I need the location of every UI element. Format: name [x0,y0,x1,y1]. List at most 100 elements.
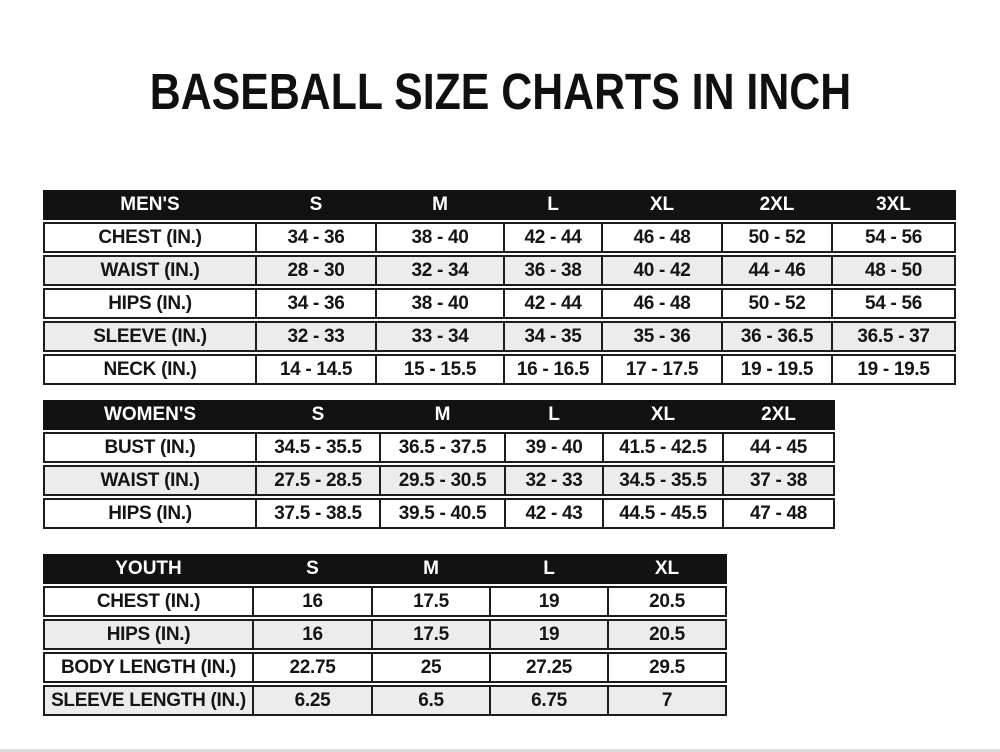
value-cell: 28 - 30 [255,255,377,286]
table-row: SLEEVE (IN.) 32 - 33 33 - 34 34 - 35 35 - 36… [43,321,956,352]
value-cell: 41.5 - 42.5 [602,432,724,463]
table-title-cell: YOUTH [43,554,254,584]
size-header-cell: 2XL [722,400,835,430]
value-cell: 50 - 52 [721,288,833,319]
table-row: CHEST (IN.) 34 - 36 38 - 40 42 - 44 46 - 48 5… [43,222,956,253]
value-cell: 33 - 34 [375,321,505,352]
size-header-cell: L [489,554,609,584]
value-cell: 42 - 44 [503,288,603,319]
value-cell: 29.5 [607,652,727,683]
row-label-cell: CHEST (IN.) [43,222,257,253]
value-cell: 34 - 35 [503,321,603,352]
row-label-cell: HIPS (IN.) [43,498,257,529]
value-cell: 7 [607,685,727,716]
value-cell: 19 - 19.5 [831,354,956,385]
table-row: HIPS (IN.) 16 17.5 19 20.5 [43,619,727,650]
table-row: WAIST (IN.) 28 - 30 32 - 34 36 - 38 40 - 42 4… [43,255,956,286]
value-cell: 20.5 [607,586,727,617]
value-cell: 35 - 36 [601,321,723,352]
size-header-cell: L [503,190,603,220]
value-cell: 17.5 [371,586,491,617]
value-cell: 27.25 [489,652,609,683]
value-cell: 19 [489,586,609,617]
table-row: SLEEVE LENGTH (IN.) 6.25 6.5 6.75 7 [43,685,727,716]
size-header-cell: XL [601,190,723,220]
value-cell: 16 [252,586,373,617]
size-header-cell: M [379,400,506,430]
table-title-cell: WOMEN'S [43,400,257,430]
value-cell: 38 - 40 [375,222,505,253]
table-row: HIPS (IN.) 37.5 - 38.5 39.5 - 40.5 42 - 43 4… [43,498,835,529]
value-cell: 22.75 [252,652,373,683]
value-cell: 32 - 34 [375,255,505,286]
value-cell: 25 [371,652,491,683]
value-cell: 47 - 48 [722,498,835,529]
womens-size-table: WOMEN'S S M L XL 2XL BUST (IN.) 34.5 - 35.5 36.5… [43,400,835,531]
row-label-cell: HIPS (IN.) [43,619,254,650]
page-bottom-edge [0,749,1000,752]
size-header-cell: M [371,554,491,584]
row-label-cell: CHEST (IN.) [43,586,254,617]
page-title-wrap: BASEBALL SIZE CHARTS IN INCH [0,62,1000,121]
value-cell: 44 - 45 [722,432,835,463]
value-cell: 34 - 36 [255,222,377,253]
size-header-cell: XL [607,554,727,584]
value-cell: 19 - 19.5 [721,354,833,385]
table-row: BODY LENGTH (IN.) 22.75 25 27.25 29.5 [43,652,727,683]
size-header-cell: 3XL [831,190,956,220]
size-header-cell: S [252,554,373,584]
value-cell: 16 - 16.5 [503,354,603,385]
value-cell: 54 - 56 [831,222,956,253]
row-label-cell: SLEEVE LENGTH (IN.) [43,685,254,716]
table-row: HIPS (IN.) 34 - 36 38 - 40 42 - 44 46 - 48 50… [43,288,956,319]
value-cell: 6.5 [371,685,491,716]
value-cell: 37 - 38 [722,465,835,496]
row-label-cell: NECK (IN.) [43,354,257,385]
value-cell: 48 - 50 [831,255,956,286]
value-cell: 54 - 56 [831,288,956,319]
table-row: WAIST (IN.) 27.5 - 28.5 29.5 - 30.5 32 - 33… [43,465,835,496]
table-header-row: YOUTH S M L XL [43,554,727,584]
size-header-cell: XL [602,400,724,430]
value-cell: 50 - 52 [721,222,833,253]
table-title-cell: MEN'S [43,190,257,220]
value-cell: 15 - 15.5 [375,354,505,385]
value-cell: 6.75 [489,685,609,716]
value-cell: 39 - 40 [504,432,604,463]
value-cell: 34.5 - 35.5 [255,432,381,463]
size-header-cell: S [255,400,381,430]
value-cell: 40 - 42 [601,255,723,286]
value-cell: 14 - 14.5 [255,354,377,385]
value-cell: 36.5 - 37 [831,321,956,352]
value-cell: 37.5 - 38.5 [255,498,381,529]
value-cell: 42 - 44 [503,222,603,253]
table-row: CHEST (IN.) 16 17.5 19 20.5 [43,586,727,617]
value-cell: 38 - 40 [375,288,505,319]
row-label-cell: WAIST (IN.) [43,465,257,496]
value-cell: 19 [489,619,609,650]
value-cell: 32 - 33 [255,321,377,352]
row-label-cell: BUST (IN.) [43,432,257,463]
table-header-row: MEN'S S M L XL 2XL 3XL [43,190,956,220]
table-header-row: WOMEN'S S M L XL 2XL [43,400,835,430]
value-cell: 34.5 - 35.5 [602,465,724,496]
value-cell: 34 - 36 [255,288,377,319]
value-cell: 36.5 - 37.5 [379,432,506,463]
size-header-cell: 2XL [721,190,833,220]
value-cell: 44.5 - 45.5 [602,498,724,529]
row-label-cell: SLEEVE (IN.) [43,321,257,352]
value-cell: 29.5 - 30.5 [379,465,506,496]
row-label-cell: BODY LENGTH (IN.) [43,652,254,683]
page-title: BASEBALL SIZE CHARTS IN INCH [149,63,851,120]
value-cell: 27.5 - 28.5 [255,465,381,496]
value-cell: 39.5 - 40.5 [379,498,506,529]
value-cell: 44 - 46 [721,255,833,286]
value-cell: 17 - 17.5 [601,354,723,385]
value-cell: 6.25 [252,685,373,716]
value-cell: 36 - 36.5 [721,321,833,352]
size-header-cell: M [375,190,505,220]
row-label-cell: WAIST (IN.) [43,255,257,286]
size-header-cell: S [255,190,377,220]
value-cell: 46 - 48 [601,288,723,319]
table-row: BUST (IN.) 34.5 - 35.5 36.5 - 37.5 39 - 40 4… [43,432,835,463]
